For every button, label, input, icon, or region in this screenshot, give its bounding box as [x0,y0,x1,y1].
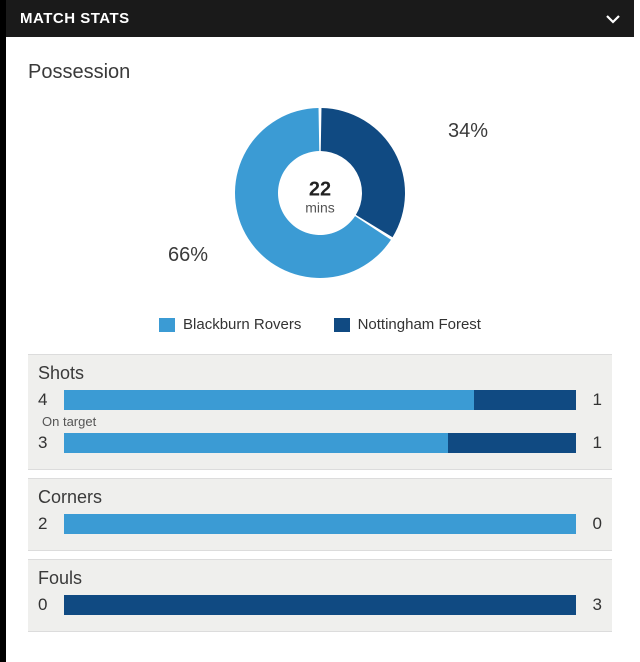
possession-chart: 22 mins 66% 34% [28,98,612,298]
team2-value: 1 [584,390,602,410]
bar-seg-team2 [448,433,576,453]
bar-seg-team1 [64,514,576,534]
stat-bar [64,595,576,615]
stat-bar [64,433,576,453]
team2-value: 1 [584,433,602,453]
stat-block: Shots41On target31 [28,354,612,470]
panel-content: Possession 22 mins 66% 34% Blackburn Rov… [6,37,634,662]
stat-bar-row: 03 [38,595,602,615]
panel-header[interactable]: MATCH STATS [6,0,634,37]
stat-block: Corners20 [28,478,612,551]
team1-value: 0 [38,595,56,615]
possession-title: Possession [28,61,612,84]
stats-container: Shots41On target31Corners20Fouls03 [28,354,612,632]
stat-bar [64,514,576,534]
stat-title: Shots [38,363,602,384]
stat-bar-row: 31 [38,433,602,453]
panel-title: MATCH STATS [20,10,130,27]
bar-seg-team2 [64,595,576,615]
stat-title: Fouls [38,568,602,589]
minutes-value: 22 [305,180,335,200]
match-stats-panel: MATCH STATS Possession 22 mins 66% 34% B… [0,0,634,662]
swatch-team1 [159,318,175,332]
donut-center: 22 mins [305,180,335,217]
legend: Blackburn Rovers Nottingham Forest [28,316,612,336]
team1-value: 3 [38,433,56,453]
stat-bar-row: 41 [38,390,602,410]
chevron-down-icon [606,11,620,27]
stat-bar-row: 20 [38,514,602,534]
team2-value: 0 [584,514,602,534]
minutes-unit: mins [305,200,335,217]
team1-pct-label: 66% [168,244,208,267]
stat-title: Corners [38,487,602,508]
bar-seg-team1 [64,390,474,410]
team2-value: 3 [584,595,602,615]
stat-subtitle: On target [42,414,602,429]
legend-team1: Blackburn Rovers [159,316,301,333]
team1-value: 4 [38,390,56,410]
swatch-team2 [334,318,350,332]
legend-team2: Nottingham Forest [334,316,481,333]
legend-team2-label: Nottingham Forest [358,316,481,333]
team1-value: 2 [38,514,56,534]
bar-seg-team1 [64,433,448,453]
stat-block: Fouls03 [28,559,612,632]
stat-bar [64,390,576,410]
team2-pct-label: 34% [448,120,488,143]
legend-team1-label: Blackburn Rovers [183,316,301,333]
bar-seg-team2 [474,390,576,410]
